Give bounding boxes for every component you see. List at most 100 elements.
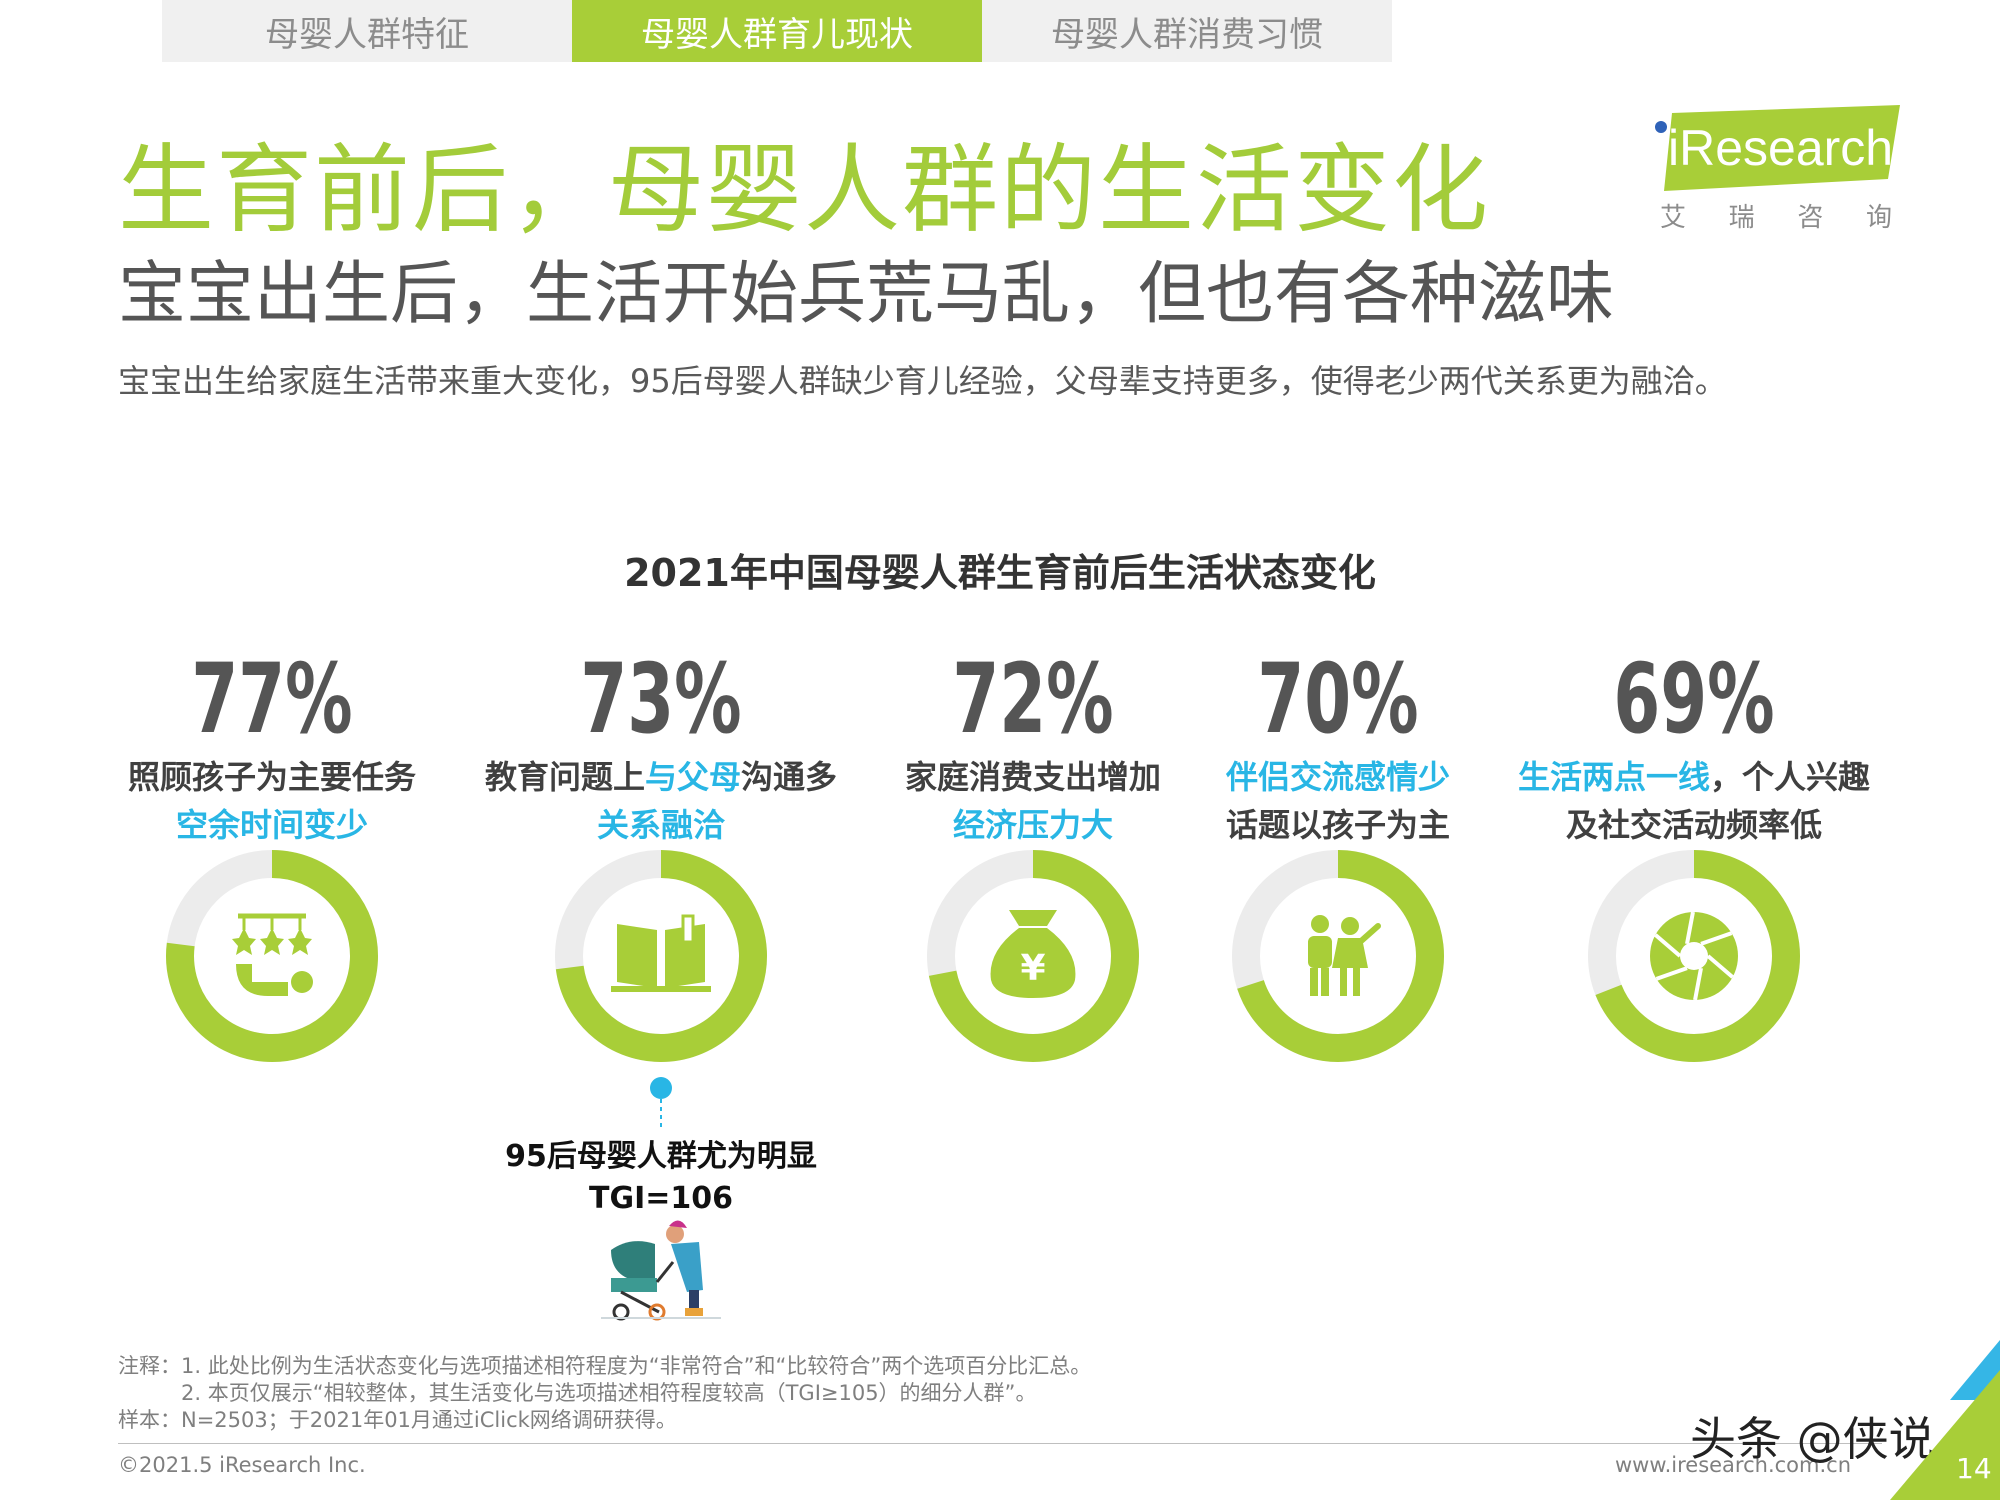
item-caption-line2: 空余时间变少: [176, 806, 368, 844]
item-caption-line2: 及社交活动频率低: [1566, 806, 1822, 844]
donut-value-arc: [928, 850, 1139, 1062]
logo-char: 咨: [1797, 203, 1824, 233]
parent-head: [666, 1225, 684, 1243]
logo-char: 瑞: [1728, 203, 1755, 233]
parent-leg: [689, 1290, 699, 1312]
couple-icon: [1308, 915, 1381, 996]
bag-body: [990, 928, 1076, 998]
baby-head: [291, 971, 313, 993]
caption-text: 沟通多: [741, 758, 837, 796]
aperture-blade: [1655, 966, 1688, 981]
item-caption-line2: 关系融洽: [597, 806, 726, 844]
caption-highlight: 伴侣交流感情少: [1225, 758, 1450, 796]
donut-value-arc: [166, 850, 378, 1062]
aperture-blade: [1700, 931, 1733, 946]
donut-value-arc: [1595, 850, 1800, 1062]
percentage-label: 70%: [1257, 644, 1418, 756]
caption-text: 教育问题上: [485, 758, 645, 796]
caption-text: 话题以孩子为主: [1226, 806, 1450, 844]
caption-highlight: 经济压力大: [953, 806, 1113, 844]
footnote-2: 2. 本页仅展示“相较整体，其生活变化与选项描述相符程度较高（TGI≥105）的…: [118, 1381, 1037, 1405]
stroller-hood: [611, 1241, 655, 1282]
caption-text: 照顾孩子为主要任务: [128, 758, 416, 796]
stroller-illustration: [601, 1220, 721, 1321]
caption-text: 及社交活动频率低: [1566, 806, 1822, 844]
bag-top: [1009, 910, 1057, 926]
person-body: [1308, 936, 1332, 968]
item-caption-line2: 话题以孩子为主: [1226, 806, 1450, 844]
percentage-label: 73%: [580, 644, 741, 756]
baby-body: [236, 964, 288, 996]
percentage-label: 72%: [952, 644, 1113, 756]
person-head: [1341, 917, 1359, 935]
aperture-blade: [1706, 954, 1734, 979]
aperture-blade: [1693, 967, 1703, 1001]
footnote-sample: 样本：N=2503；于2021年01月通过iClick网络调研获得。: [118, 1408, 677, 1432]
book-left-page: [617, 924, 657, 988]
aperture-icon: [1650, 911, 1738, 1001]
tab-parenting-status[interactable]: 母婴人群育儿现状: [572, 0, 982, 62]
money-bag-icon: ¥: [990, 910, 1076, 998]
annotation-text: 95后母婴人群尤为明显: [505, 1139, 817, 1174]
stroller-handle: [655, 1261, 675, 1283]
stroller-frame: [620, 1290, 660, 1314]
page-subtitle: 宝宝出生后，生活开始兵荒马乱，但也有各种滋味: [118, 255, 1615, 334]
person-head: [1311, 915, 1329, 933]
iresearch-logo: iResearch 艾 瑞 咨 询: [1650, 105, 1900, 233]
page-title: 生育前后，母婴人群的生活变化: [118, 134, 1490, 246]
bookmark: [681, 914, 695, 944]
logo-char: 询: [1865, 203, 1892, 233]
book-base: [611, 986, 711, 992]
chart-title: 2021年中国母婴人群生育前后生活状态变化: [624, 551, 1376, 595]
page-number: 14: [1956, 1452, 1992, 1485]
percentage-label: 77%: [191, 644, 352, 756]
book-right-page: [665, 924, 705, 988]
stroller-wheel: [612, 1303, 630, 1321]
item-caption-line1: 伴侣交流感情少: [1225, 758, 1450, 796]
item-caption-line1: 家庭消费支出增加: [905, 758, 1161, 796]
person-leg: [1310, 968, 1318, 996]
website-link[interactable]: www.iresearch.com.cn: [1615, 1453, 1852, 1477]
percentage-label: 69%: [1613, 644, 1774, 756]
annotation-marker: [650, 1077, 672, 1099]
tab-mother-infant-features[interactable]: 母婴人群特征: [162, 0, 572, 62]
page-description: 宝宝出生给家庭生活带来重大变化，95后母婴人群缺少育儿经验，父母辈支持更多，使得…: [118, 362, 1727, 400]
caption-highlight: 关系融洽: [597, 806, 726, 844]
baby-mobile-icon: [232, 913, 313, 996]
copyright: ©2021.5 iResearch Inc.: [118, 1453, 366, 1477]
aperture-blade: [1685, 911, 1695, 945]
item-caption-line2: 经济压力大: [953, 806, 1113, 844]
logo-char: 艾: [1660, 203, 1687, 233]
star-shape: [288, 928, 312, 955]
footnote-1: 注释：1. 此处比例为生活状态变化与选项描述相符程度为“非常符合”和“比较符合”…: [118, 1354, 1092, 1378]
caption-highlight: 生活两点一线: [1518, 758, 1710, 796]
corner-accent-green: [1890, 1370, 2000, 1500]
aperture-blade: [1654, 933, 1682, 958]
person-leg: [1340, 968, 1347, 996]
person-leg: [1321, 968, 1329, 996]
star-shape: [232, 928, 256, 955]
donut-value-arc: [555, 850, 767, 1062]
logo-brand: iResearch: [1668, 120, 1894, 176]
item-caption-line1: 照顾孩子为主要任务: [128, 758, 416, 796]
footer-divider: [118, 1443, 1882, 1444]
person-arm: [1357, 923, 1381, 945]
annotation-tgi: TGI=106: [589, 1181, 733, 1216]
donut-value-arc: [1237, 850, 1444, 1062]
book-icon: [611, 914, 711, 992]
caption-highlight: 空余时间变少: [176, 806, 368, 844]
caption-highlight: 与父母: [645, 758, 741, 796]
section-tabs: 母婴人群特征 母婴人群育儿现状 母婴人群消费习惯: [162, 0, 1392, 62]
stroller-basket: [611, 1278, 657, 1292]
tab-consumption-habits[interactable]: 母婴人群消费习惯: [982, 0, 1392, 62]
logo-chinese: 艾 瑞 咨 询: [1660, 197, 1892, 234]
caption-text: ，个人兴趣: [1710, 758, 1870, 796]
star-shape: [260, 928, 284, 955]
parent-body: [671, 1242, 703, 1292]
yen-symbol: ¥: [1020, 948, 1045, 989]
person-leg: [1353, 968, 1360, 996]
aperture-hole: [1680, 942, 1708, 970]
parent-hair: [669, 1220, 687, 1228]
footnotes: 注释：1. 此处比例为生活状态变化与选项描述相符程度为“非常符合”和“比较符合”…: [118, 1353, 1091, 1434]
